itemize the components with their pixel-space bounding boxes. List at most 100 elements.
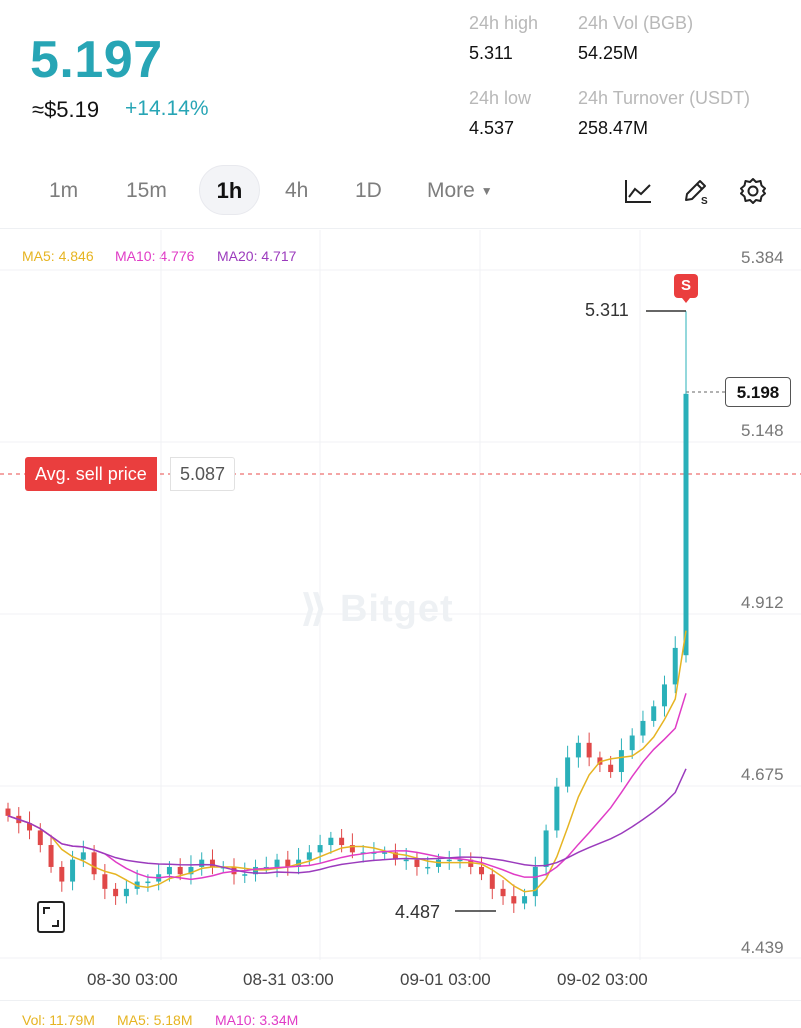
current-price-tag: 5.198	[725, 377, 791, 407]
candle-body	[27, 823, 33, 831]
pen-draw-icon[interactable]: S	[681, 176, 711, 206]
avg-sell-price-badge[interactable]: Avg. sell price	[25, 457, 157, 491]
x-tick: 08-31 03:00	[243, 970, 334, 989]
candle-body	[188, 866, 194, 875]
low-marker-label: 4.487	[395, 902, 441, 922]
tab-1h[interactable]: 1h	[199, 165, 260, 215]
candle-body	[403, 859, 409, 862]
y-tick: 4.675	[741, 765, 784, 784]
candle-body	[306, 852, 312, 860]
candle-body	[640, 720, 646, 736]
candle-body	[285, 859, 291, 867]
gear-icon[interactable]	[738, 176, 768, 206]
y-tick: 4.912	[741, 593, 784, 612]
toolbar-divider	[0, 228, 801, 229]
candle-body	[48, 845, 54, 867]
candle-body	[102, 874, 108, 889]
candles-layer	[5, 311, 689, 913]
candle-body	[166, 866, 172, 875]
candle-body	[91, 852, 97, 875]
chart-grid	[0, 230, 801, 960]
turnover-value: 258.47M	[578, 118, 649, 138]
svg-text:S: S	[701, 196, 708, 206]
caret-down-icon: ▼	[480, 184, 493, 198]
volume-ma5: MA5: 5.18M	[117, 1012, 193, 1028]
candle-body	[317, 845, 323, 853]
candle-body	[651, 706, 657, 721]
y-tick: 4.439	[741, 938, 784, 957]
ma10-legend: MA10: 4.776	[115, 248, 195, 264]
candle-body	[274, 859, 280, 867]
low-label: 24h low	[469, 88, 532, 108]
vol-label: 24h Vol (BGB)	[578, 13, 694, 33]
candle-body	[177, 866, 183, 875]
candle-body	[328, 837, 334, 846]
fullscreen-icon[interactable]	[37, 901, 65, 933]
ma10-line	[7, 693, 687, 881]
candle-body	[575, 742, 581, 758]
candle-body	[618, 750, 624, 773]
candle-body	[457, 859, 463, 862]
ma20-legend: MA20: 4.717	[217, 248, 297, 264]
volume-legend: Vol: 11.79M	[22, 1012, 95, 1028]
candle-body	[554, 786, 560, 831]
candle-body	[414, 859, 420, 867]
candle-body	[479, 866, 485, 875]
high-marker-label: 5.311	[585, 300, 629, 320]
ma-lines-layer	[7, 630, 687, 893]
candle-body	[113, 888, 119, 897]
candle-body	[511, 896, 517, 904]
turnover-label: 24h Turnover (USDT)	[578, 88, 751, 108]
candle-body	[349, 845, 355, 853]
tab-1m[interactable]: 1m	[49, 179, 79, 202]
avg-sell-price-value: 5.087	[170, 457, 236, 491]
bitget-watermark: ⟫ Bitget	[300, 588, 454, 630]
sell-flag-marker[interactable]: S	[674, 274, 698, 303]
ma5-legend: MA5: 4.846	[22, 248, 94, 264]
change-percent: +14.14%	[125, 97, 209, 120]
candle-body	[5, 808, 11, 816]
candle-body	[242, 874, 248, 876]
candle-body	[446, 859, 452, 862]
more-label: More	[427, 179, 475, 202]
candlestick-chart[interactable]	[0, 230, 801, 1000]
vol-value: 54.25M	[578, 43, 639, 63]
volume-ma10: MA10: 3.34M	[215, 1012, 299, 1028]
candle-body	[489, 874, 495, 889]
candle-body	[199, 859, 205, 867]
tab-15m[interactable]: 15m	[126, 179, 167, 202]
candle-body	[123, 888, 129, 897]
x-tick: 09-02 03:00	[557, 970, 648, 989]
candle-body	[209, 859, 215, 867]
last-price: 5.197	[30, 31, 163, 89]
x-tick: 08-30 03:00	[87, 970, 178, 989]
more-timeframes-dropdown[interactable]: More ▼	[427, 176, 493, 206]
candle-body	[145, 881, 151, 884]
candle-body	[382, 852, 388, 854]
tab-4h[interactable]: 4h	[285, 179, 309, 202]
candle-body	[683, 393, 689, 656]
y-tick: 5.148	[741, 421, 784, 440]
candle-body	[392, 852, 398, 860]
line-chart-icon[interactable]	[623, 176, 653, 206]
candle-body	[37, 830, 43, 846]
candle-body	[425, 866, 431, 869]
y-tick: 5.384	[741, 248, 784, 267]
candle-body	[608, 764, 614, 773]
ma5-line	[7, 630, 687, 893]
ma20-line	[7, 768, 687, 874]
candle-body	[500, 888, 506, 897]
candle-body	[543, 830, 549, 867]
candle-body	[672, 647, 678, 685]
tab-1d[interactable]: 1D	[355, 179, 382, 202]
candle-body	[586, 742, 592, 758]
candle-body	[661, 684, 667, 707]
candle-body	[339, 837, 345, 846]
x-tick: 09-01 03:00	[400, 970, 491, 989]
watermark-text: Bitget	[339, 588, 454, 630]
candle-body	[59, 866, 65, 882]
candle-body	[70, 859, 76, 882]
volume-divider	[0, 1000, 801, 1001]
high-value: 5.311	[469, 43, 513, 63]
candle-body	[532, 866, 538, 897]
